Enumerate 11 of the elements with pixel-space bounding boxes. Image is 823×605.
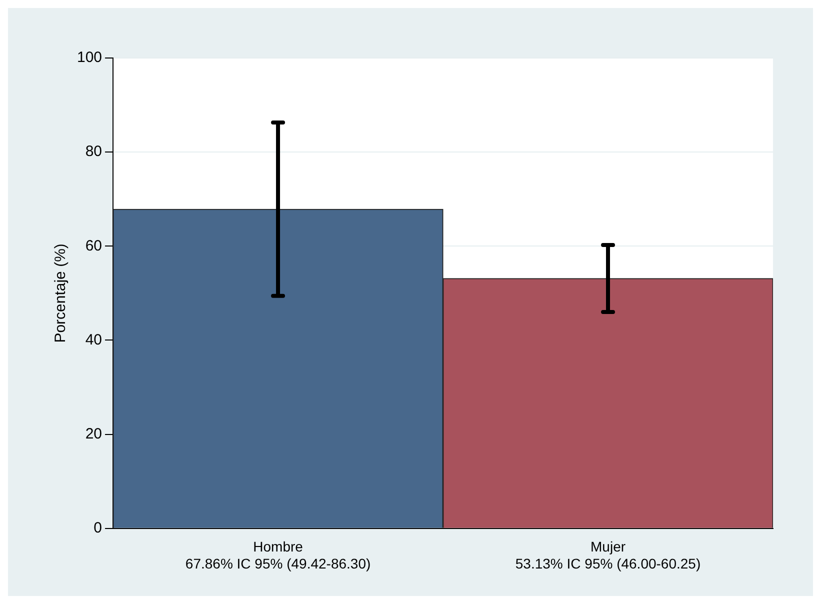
data-label: 67.86% IC 95% (49.42-86.30) bbox=[185, 555, 371, 572]
y-tick-label: 80 bbox=[85, 143, 102, 160]
y-tick-label: 20 bbox=[85, 425, 102, 442]
x-tick-label: Hombre bbox=[253, 538, 304, 555]
y-tick-label: 40 bbox=[85, 331, 102, 348]
y-axis-title: Porcentaje (%) bbox=[52, 244, 70, 343]
data-label: 53.13% IC 95% (46.00-60.25) bbox=[515, 555, 701, 572]
y-tick-label: 100 bbox=[76, 49, 102, 66]
y-tick-label: 0 bbox=[94, 520, 102, 537]
y-tick-label: 60 bbox=[85, 237, 102, 254]
x-tick-label: Mujer bbox=[590, 538, 626, 555]
